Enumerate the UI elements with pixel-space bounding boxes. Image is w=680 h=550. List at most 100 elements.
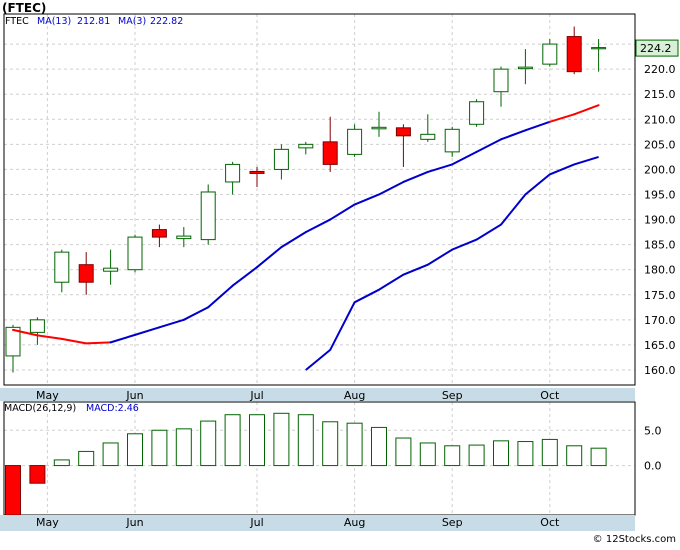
legend-symbol: FTEC: [5, 16, 29, 27]
candle: [322, 116, 338, 172]
candle: [273, 144, 289, 180]
x-tick-label: Jun: [125, 516, 143, 529]
candle: [151, 224, 167, 248]
candle: [371, 111, 387, 137]
candle-body: [493, 68, 509, 93]
macd-grid: [4, 402, 635, 515]
x-tick-label: Jun: [125, 389, 143, 402]
macd-bar: [444, 445, 461, 467]
candle-body: [566, 36, 582, 73]
price-tick-label: 170.0: [644, 314, 676, 327]
x-tick-label: Jul: [249, 516, 263, 529]
price-tick-label: 185.0: [644, 239, 676, 252]
candle: [5, 324, 21, 373]
last-price-marker: 224.2: [635, 39, 679, 57]
candle-body: [298, 143, 314, 149]
macd-bar: [419, 442, 436, 467]
candle: [200, 184, 216, 245]
macd-y-axis: 0.0 5.0: [644, 424, 662, 472]
candle-body: [5, 326, 21, 357]
ma3-segment: [109, 333, 136, 344]
candle: [103, 249, 119, 285]
x-tick-label: Jul: [249, 389, 263, 402]
ma3-segment: [36, 334, 63, 340]
candles-layer: [5, 26, 607, 373]
macd-bar: [493, 440, 509, 467]
candle-body: [469, 101, 485, 125]
price-panel-frame: [3, 13, 636, 386]
ma3-segment: [158, 318, 185, 329]
candle-body: [249, 170, 265, 174]
ma3-segment: [256, 246, 283, 269]
macd-bar: [371, 426, 387, 467]
last-price-label: 224.2: [640, 42, 672, 55]
candle-body: [517, 66, 533, 70]
candle: [469, 99, 485, 127]
candle: [493, 66, 509, 107]
price-tick-label: 195.0: [644, 188, 676, 201]
price-tick-label: 200.0: [644, 163, 676, 176]
macd-bar: [151, 429, 168, 467]
macd-bar: [78, 450, 95, 467]
legend-ma3-value: 222.82: [150, 16, 183, 27]
candle: [420, 114, 436, 142]
macd-frame-rect: [3, 401, 636, 516]
ma13-line: [305, 155, 599, 371]
x-tick-label: Sep: [442, 389, 463, 402]
candle: [54, 249, 70, 293]
ma3-segment: [182, 306, 210, 321]
legend-ma13-label: MA(13): [37, 16, 71, 27]
macd-label: MACD(26,12,9): [4, 403, 76, 414]
candle-body: [225, 163, 241, 183]
macd-value-label: MACD:2.46: [86, 403, 139, 414]
legend-ma13-value: 212.81: [77, 16, 110, 27]
candle-body: [371, 126, 387, 130]
ma3-segment: [231, 266, 258, 287]
candle-body: [127, 236, 143, 271]
candle: [225, 161, 241, 195]
candle: [566, 26, 582, 75]
ma3-segment: [475, 138, 502, 153]
ma3-segment: [134, 326, 161, 336]
candle-body: [542, 43, 558, 65]
price-tick-label: 190.0: [644, 214, 676, 227]
candle: [517, 49, 533, 85]
macd-bar: [541, 438, 558, 467]
ma3-segment: [426, 163, 454, 173]
candle-body: [347, 128, 363, 155]
watermark: © 12Stocks.com: [593, 534, 676, 545]
macd-bar: [5, 465, 21, 516]
candle: [78, 252, 94, 295]
x-tick-label: Aug: [344, 516, 365, 529]
price-tick-label: 160.0: [644, 364, 676, 377]
x-axis-band: [0, 515, 635, 531]
ma13-layer: [305, 155, 599, 371]
x-axis-band: [0, 388, 635, 401]
candle-body: [395, 127, 411, 137]
macd-bar: [102, 442, 119, 467]
candle-body: [176, 235, 192, 240]
macd-bar: [53, 459, 70, 467]
ma3-segment: [329, 203, 356, 221]
candle-body: [200, 191, 216, 241]
macd-tick-label: 0.0: [644, 460, 662, 473]
price-tick-label: 215.0: [644, 88, 676, 101]
ma3-segment: [402, 170, 429, 183]
candle: [444, 126, 460, 157]
x-tick-label: Oct: [540, 389, 560, 402]
ma3-segment: [524, 120, 551, 132]
ma3-segment: [573, 104, 600, 116]
candle-body: [54, 251, 70, 283]
ma3-segment: [280, 231, 307, 249]
ma3-segment: [353, 193, 380, 206]
candle-body: [29, 319, 45, 333]
price-grid: [4, 14, 635, 385]
ma3-segment: [548, 113, 576, 123]
x-tick-label: Sep: [442, 516, 463, 529]
price-frame-rect: [3, 13, 636, 386]
candle: [542, 39, 558, 67]
ma3-segment: [451, 150, 478, 166]
x-tick-label: Aug: [344, 389, 365, 402]
